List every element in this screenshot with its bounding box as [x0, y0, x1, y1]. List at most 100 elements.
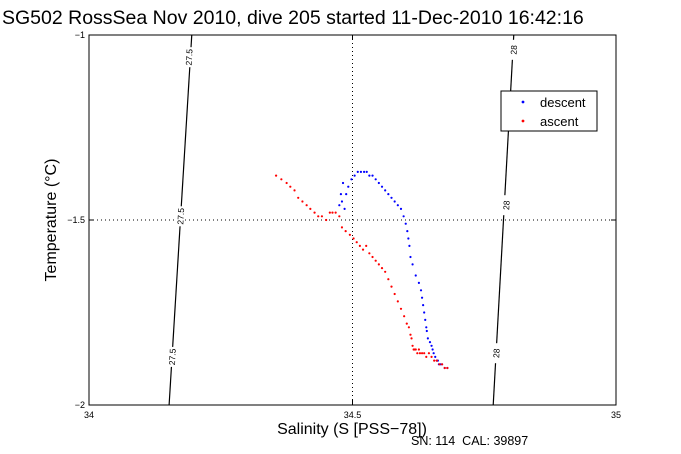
ascent-point	[438, 363, 441, 366]
descent-point	[402, 215, 405, 218]
descent-point	[338, 204, 341, 207]
ascent-point	[365, 244, 368, 247]
ascent-point	[396, 300, 399, 303]
isopycnal-label-27.5-0: 27.5	[184, 48, 195, 65]
descent-point	[347, 185, 350, 188]
ascent-point	[344, 230, 347, 233]
ascent-point	[280, 178, 283, 181]
descent-point	[365, 170, 368, 173]
isopycnal-label-bg	[168, 346, 177, 367]
legend: descent ascent	[500, 90, 598, 132]
descent-point	[428, 341, 432, 344]
descent-point	[407, 237, 410, 240]
descent-point	[393, 200, 396, 203]
descent-point	[340, 200, 344, 203]
legend-marker-ascent	[521, 119, 525, 123]
descent-point	[390, 196, 393, 199]
ascent-point	[293, 189, 296, 192]
ascent-point	[317, 215, 320, 218]
ascent-point	[374, 259, 377, 262]
descent-point	[359, 170, 363, 173]
y-axis-label: Temperature (°C)	[43, 159, 60, 282]
descent-point	[432, 352, 435, 355]
legend-label-descent: descent	[540, 95, 586, 110]
ascent-point	[301, 200, 304, 203]
ascent-point	[371, 255, 374, 259]
isopycnal-label-bg	[509, 39, 518, 60]
descent-point	[411, 263, 414, 266]
ascent-point	[440, 363, 444, 366]
descent-point	[396, 204, 399, 207]
ascent-point	[297, 196, 300, 199]
descent-point	[362, 170, 366, 173]
descent-point	[425, 326, 428, 329]
ascent-point	[407, 326, 410, 329]
isopycnal-label-27.5-1: 27.5	[175, 208, 186, 225]
isopycnal-label-28-1: 28	[501, 200, 511, 210]
isopycnal-label-bg	[502, 195, 511, 216]
isopycnal-label-28-2: 28	[491, 348, 501, 358]
ascent-point	[313, 211, 316, 214]
ascent-point	[405, 322, 408, 325]
x-axis-label: Salinity (S [PSS−78])	[277, 421, 427, 438]
ascent-point	[446, 366, 449, 370]
ascent-point	[325, 218, 328, 222]
ascent-point	[348, 233, 351, 236]
chart-title: SG502 RossSea Nov 2010, dive 205 started…	[2, 7, 584, 29]
ascent-point	[384, 270, 387, 273]
descent-point	[339, 193, 343, 196]
ascent-point	[334, 211, 337, 214]
ascent-point	[380, 267, 384, 270]
descent-point	[356, 170, 359, 173]
descent-point	[424, 318, 427, 321]
descent-point	[417, 281, 421, 284]
ascent-point	[274, 174, 278, 177]
y-tick-label: −1.5	[67, 215, 85, 225]
ascent-point	[331, 211, 334, 214]
descent-point	[387, 193, 390, 196]
data-points	[274, 170, 449, 370]
isopycnal-label-28-0: 28	[509, 45, 519, 55]
legend-marker-descent	[521, 100, 525, 104]
descent-point	[408, 244, 411, 247]
ascent-point	[390, 285, 393, 288]
ascent-point	[433, 359, 436, 362]
descent-point	[409, 255, 412, 259]
ascent-point	[414, 348, 417, 351]
ascent-point	[320, 215, 324, 218]
descent-point	[377, 181, 380, 185]
ascent-point	[285, 181, 288, 185]
descent-point	[374, 178, 377, 181]
y-tick-label: −2	[75, 400, 85, 410]
ascent-point	[289, 185, 292, 188]
y-tick-label: −1	[75, 30, 85, 40]
ascent-point	[399, 307, 403, 310]
ascent-point	[328, 211, 331, 214]
isopycnal-label-bg	[492, 343, 501, 364]
x-tick-label: 34	[84, 410, 94, 420]
descent-point	[423, 311, 426, 314]
ascent-point	[443, 366, 446, 370]
ascent-point	[420, 352, 424, 355]
descent-point	[345, 193, 348, 196]
isopycnal-label-27.5-2: 27.5	[167, 348, 178, 365]
descent-point	[430, 344, 433, 347]
ascent-point	[361, 248, 365, 251]
descent-point	[426, 337, 429, 340]
grid-lines	[89, 35, 616, 405]
ascent-point	[393, 292, 396, 296]
descent-point	[406, 230, 409, 233]
ascent-point	[305, 204, 308, 207]
legend-box	[500, 90, 598, 132]
descent-point	[434, 355, 437, 358]
descent-point	[353, 174, 356, 177]
descent-point	[419, 289, 423, 292]
ascent-point	[338, 215, 341, 218]
ascent-point	[387, 278, 390, 281]
descent-point	[425, 329, 428, 333]
descent-point	[422, 304, 425, 307]
descent-point	[341, 181, 345, 185]
x-tick-label: 34.5	[344, 410, 362, 420]
ascent-point	[427, 352, 431, 355]
